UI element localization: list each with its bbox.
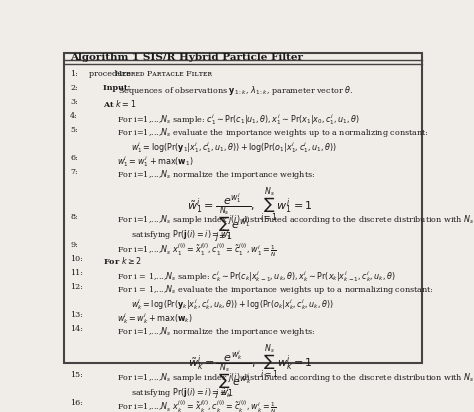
Text: Sequences of observations $\mathbf{y}_{1:k}$, $\lambda_{1:k}$, parameter vector : Sequences of observations $\mathbf{y}_{1…: [118, 84, 353, 97]
Text: For i=1,...,$N_s$ sample index $j(i)$ distributed according to the discrete dist: For i=1,...,$N_s$ sample index $j(i)$ di…: [117, 213, 474, 227]
Text: At $k=1$: At $k=1$: [102, 98, 136, 109]
Text: For i=1,...,$N_s$ normalize the importance weights:: For i=1,...,$N_s$ normalize the importan…: [117, 168, 315, 181]
Text: procedure: procedure: [89, 70, 133, 78]
Text: For i=1,...,$N_s$ sample: $c_1^i \sim \mathrm{Pr}(c_1|u_1, \theta), x_1^i \sim \: For i=1,...,$N_s$ sample: $c_1^i \sim \m…: [117, 112, 359, 127]
Text: Hᴇʙʀᴇᴅ Pᴀʀᴛᴀᴄʟᴇ Fɪʟᴛᴇʀ: Hᴇʙʀᴇᴅ Pᴀʀᴛᴀᴄʟᴇ Fɪʟᴛᴇʀ: [116, 70, 212, 78]
Text: For i=1,...,$N_s$ sample index $j(i)$ distributed according to the discrete dist: For i=1,...,$N_s$ sample index $j(i)$ di…: [117, 371, 474, 384]
Text: 3:: 3:: [70, 98, 78, 106]
Text: $w_k^i = w_k^i + \max(\mathbf{w}_k)$: $w_k^i = w_k^i + \max(\mathbf{w}_k)$: [117, 311, 192, 326]
Text: 2:: 2:: [70, 84, 78, 92]
Text: 5:: 5:: [70, 126, 78, 134]
Text: $\tilde{w}_{1}^{i} = \dfrac{e^{w_{1}^{i}}}{\sum_{j=1}^{N_s} e^{w_{1}^{j}}},\ \su: $\tilde{w}_{1}^{i} = \dfrac{e^{w_{1}^{i}…: [187, 185, 313, 246]
Text: For i = 1,...,$N_s$ evaluate the importance weights up to a normalizing constant: For i = 1,...,$N_s$ evaluate the importa…: [117, 283, 433, 296]
Text: $w_k^i = \log(\mathrm{Pr}(\mathbf{y}_k|x_k^i, c_k^i, u_k, \theta)) + \log(\mathr: $w_k^i = \log(\mathrm{Pr}(\mathbf{y}_k|x…: [130, 297, 333, 312]
Text: 1:: 1:: [70, 70, 78, 78]
Text: 13:: 13:: [70, 311, 83, 319]
Text: 11:: 11:: [70, 269, 83, 277]
Text: For i=1,...,$N_s$ $x_1^{j(i)} = \tilde{x}_1^{j(i)}, c_1^{j(i)} = \tilde{c}_1^{j(: For i=1,...,$N_s$ $x_1^{j(i)} = \tilde{x…: [117, 241, 276, 259]
Text: 14:: 14:: [70, 325, 83, 333]
Text: 16:: 16:: [70, 399, 83, 407]
FancyBboxPatch shape: [64, 53, 422, 363]
Text: 7:: 7:: [70, 168, 78, 176]
Text: For $k\geq 2$: For $k\geq 2$: [102, 255, 141, 266]
Text: 15:: 15:: [70, 371, 83, 379]
Text: For i=1,...,$N_s$ evaluate the importance weights up to a normalizing constant:: For i=1,...,$N_s$ evaluate the importanc…: [117, 126, 428, 139]
Text: 4:: 4:: [70, 112, 78, 120]
Text: For i = 1,...,$N_s$ sample: $c_k^i \sim \mathrm{Pr}(c_k|x_{k-1}^i, u_k, \theta),: For i = 1,...,$N_s$ sample: $c_k^i \sim …: [117, 269, 395, 284]
Text: 8:: 8:: [70, 213, 78, 222]
Text: satisfying $\mathrm{Pr}(\mathbf{j}(i) = i) = \tilde{w}_k^i$: satisfying $\mathrm{Pr}(\mathbf{j}(i) = …: [130, 385, 232, 400]
Text: Algorithm 1 SIS/R Hybrid Particle Filter: Algorithm 1 SIS/R Hybrid Particle Filter: [70, 53, 303, 62]
Text: Input:: Input:: [102, 84, 133, 92]
Text: For i=1,...,$N_s$ normalize the importance weights:: For i=1,...,$N_s$ normalize the importan…: [117, 325, 315, 338]
Text: $w_1^i = w_1^i + \max(\mathbf{w}_1)$: $w_1^i = w_1^i + \max(\mathbf{w}_1)$: [117, 154, 193, 169]
Text: 12:: 12:: [70, 283, 83, 291]
Text: satisfying $\mathrm{Pr}(\mathbf{j}(i) = i) = \tilde{w}_1^i$: satisfying $\mathrm{Pr}(\mathbf{j}(i) = …: [130, 227, 231, 242]
Text: For i=1,...,$N_s$ $x_k^{j(i)} = \tilde{x}_k^{j(i)}, c_k^{j(i)} = \tilde{c}_k^{j(: For i=1,...,$N_s$ $x_k^{j(i)} = \tilde{x…: [117, 399, 276, 412]
Text: $\tilde{w}_{k}^{i} = \dfrac{e^{w_{k}^{i}}}{\sum_{j=1}^{N_s} e^{w_{k}^{j}}},\ \su: $\tilde{w}_{k}^{i} = \dfrac{e^{w_{k}^{i}…: [188, 343, 312, 403]
Text: 10:: 10:: [70, 255, 83, 263]
Text: 6:: 6:: [70, 154, 78, 162]
Text: 9:: 9:: [70, 241, 78, 249]
Text: $w_1^i = \log(\mathrm{Pr}(\mathbf{y}_1|x_1^i, c_1^i, u_1, \theta)) + \log(\mathr: $w_1^i = \log(\mathrm{Pr}(\mathbf{y}_1|x…: [130, 140, 336, 155]
